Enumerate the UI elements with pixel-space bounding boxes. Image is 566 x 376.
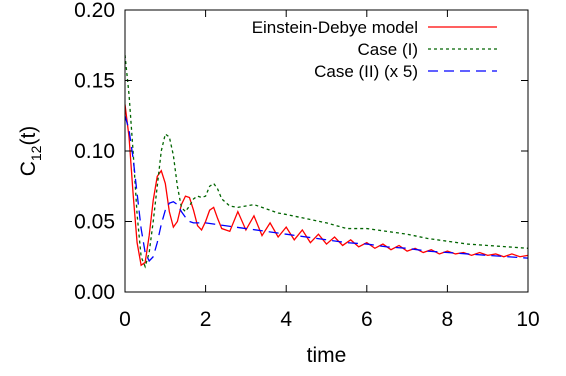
x-axis-label: time <box>307 344 347 367</box>
y-tick-label: 0.00 <box>74 281 115 304</box>
y-tick-label: 0.20 <box>74 0 115 22</box>
series-line-1 <box>125 104 528 267</box>
y-tick-label: 0.05 <box>74 211 115 234</box>
series-line-2 <box>125 55 528 269</box>
y-axis-label-main: C <box>17 161 40 176</box>
ticks-layer: 0 2 4 6 8 10 0.00 0.05 0.10 0.15 0.20 <box>74 0 540 331</box>
series-layer <box>125 55 528 269</box>
y-axis-label: C12(t) <box>17 126 44 177</box>
plot-frame <box>124 9 529 293</box>
legend-label-3: Case (II) (x 5) <box>314 62 418 81</box>
x-tick-label: 8 <box>442 308 454 331</box>
x-tick-label: 0 <box>119 308 131 331</box>
legend-label-1: Einstein-Debye model <box>252 18 418 37</box>
y-tick-label: 0.10 <box>74 140 115 163</box>
y-axis-label-tail: (t) <box>17 126 40 146</box>
y-axis-label-subscript: 12 <box>28 145 44 161</box>
series-line-3 <box>125 115 528 263</box>
legend-label-2: Case (I) <box>358 40 418 59</box>
x-tick-label: 2 <box>200 308 212 331</box>
x-tick-label: 10 <box>516 308 539 331</box>
x-tick-label: 6 <box>361 308 373 331</box>
legend: Einstein-Debye model Case (I) Case (II) (x… <box>252 18 497 81</box>
x-tick-label: 4 <box>280 308 292 331</box>
y-tick-label: 0.15 <box>74 70 115 93</box>
